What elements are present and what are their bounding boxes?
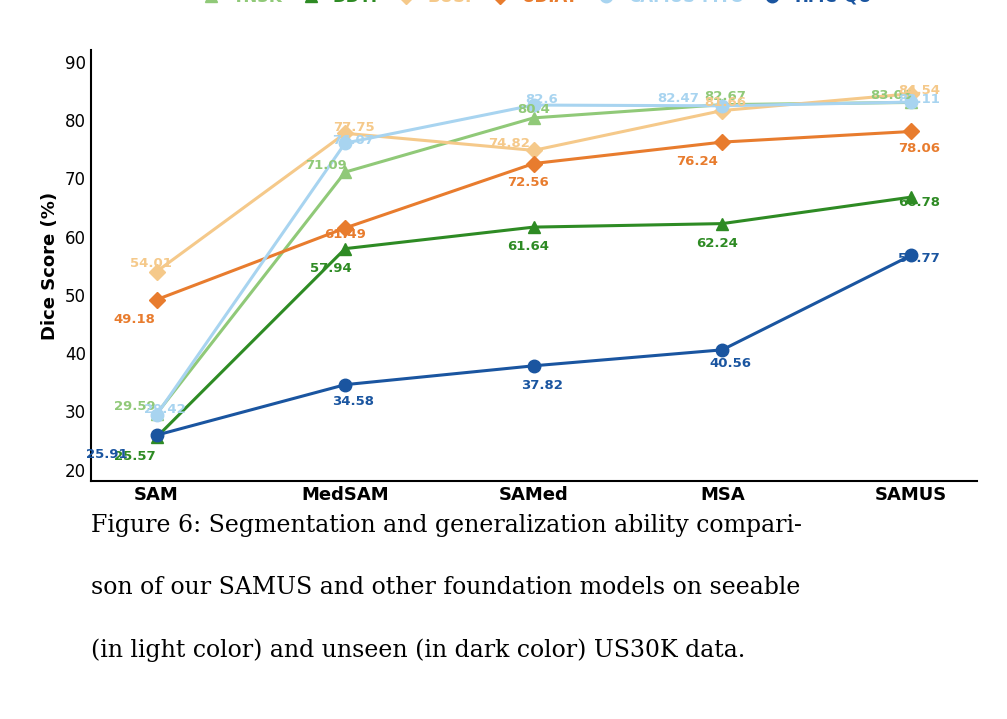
Text: 71.09: 71.09: [305, 159, 346, 172]
Text: 66.78: 66.78: [898, 196, 941, 209]
UDIAT: [151, 296, 163, 304]
Text: (in light color) and unseen (in dark color) US30K data.: (in light color) and unseen (in dark col…: [91, 638, 745, 661]
TN3K: [716, 101, 728, 109]
Text: 40.56: 40.56: [710, 357, 751, 370]
Text: 72.56: 72.56: [508, 176, 549, 190]
Text: 37.82: 37.82: [521, 379, 563, 392]
CAMUS-MYO: [151, 411, 163, 419]
DDTI: [904, 193, 916, 201]
BUSI: [339, 129, 351, 137]
DDTI: [716, 219, 728, 228]
Text: 82.6: 82.6: [526, 93, 559, 106]
Text: 29.42: 29.42: [144, 403, 186, 416]
Text: 76.07: 76.07: [332, 134, 375, 147]
DDTI: [151, 433, 163, 441]
Text: 80.4: 80.4: [518, 103, 550, 116]
Text: son of our SAMUS and other foundation models on seeable: son of our SAMUS and other foundation mo…: [91, 576, 800, 599]
CAMUS-MYO: [904, 98, 916, 106]
Line: DDTI: DDTI: [150, 191, 917, 444]
Text: 74.82: 74.82: [487, 137, 530, 150]
TN3K: [904, 98, 916, 106]
TN3K: [528, 114, 540, 122]
Y-axis label: Dice Score (%): Dice Score (%): [41, 192, 59, 340]
HMC-QU: [716, 346, 728, 354]
BUSI: [904, 89, 916, 98]
Text: 83.05: 83.05: [870, 89, 912, 102]
Line: CAMUS-MYO: CAMUS-MYO: [150, 96, 917, 421]
Text: 56.77: 56.77: [898, 252, 940, 265]
Text: 82.67: 82.67: [704, 90, 746, 103]
Text: 61.64: 61.64: [508, 240, 549, 253]
BUSI: [716, 106, 728, 115]
Text: 81.66: 81.66: [704, 96, 746, 109]
Text: Figure 6: Segmentation and generalization ability compari-: Figure 6: Segmentation and generalizatio…: [91, 514, 802, 537]
Line: UDIAT: UDIAT: [151, 126, 916, 305]
Text: 82.47: 82.47: [657, 92, 699, 106]
HMC-QU: [151, 431, 163, 439]
DDTI: [339, 244, 351, 253]
Text: 57.94: 57.94: [310, 262, 352, 275]
HMC-QU: [904, 251, 916, 260]
Text: 34.58: 34.58: [332, 395, 375, 408]
HMC-QU: [339, 380, 351, 389]
Line: TN3K: TN3K: [150, 96, 917, 420]
Line: HMC-QU: HMC-QU: [150, 249, 917, 441]
Text: 25.57: 25.57: [114, 450, 155, 463]
UDIAT: [528, 159, 540, 168]
CAMUS-MYO: [339, 139, 351, 147]
Text: 25.91: 25.91: [86, 448, 128, 461]
TN3K: [339, 168, 351, 176]
Text: 49.18: 49.18: [114, 313, 155, 326]
Text: 61.49: 61.49: [324, 229, 367, 242]
Text: 84.54: 84.54: [898, 85, 941, 98]
Text: 29.59: 29.59: [114, 400, 155, 413]
CAMUS-MYO: [528, 101, 540, 109]
Line: BUSI: BUSI: [151, 88, 916, 277]
Legend: TN3K, DDTI, BUSI, UDIAT, CAMUS-MYO, HMC-QU: TN3K, DDTI, BUSI, UDIAT, CAMUS-MYO, HMC-…: [189, 0, 878, 12]
Text: 78.06: 78.06: [898, 142, 941, 155]
CAMUS-MYO: [716, 101, 728, 110]
UDIAT: [904, 127, 916, 136]
BUSI: [528, 146, 540, 155]
TN3K: [151, 409, 163, 418]
Text: 62.24: 62.24: [696, 237, 738, 249]
Text: 77.75: 77.75: [332, 122, 375, 134]
Text: 76.24: 76.24: [677, 155, 718, 168]
UDIAT: [716, 138, 728, 147]
HMC-QU: [528, 362, 540, 370]
UDIAT: [339, 224, 351, 232]
Text: 83.11: 83.11: [898, 93, 941, 106]
BUSI: [151, 267, 163, 276]
Text: 54.01: 54.01: [130, 257, 172, 270]
DDTI: [528, 223, 540, 232]
